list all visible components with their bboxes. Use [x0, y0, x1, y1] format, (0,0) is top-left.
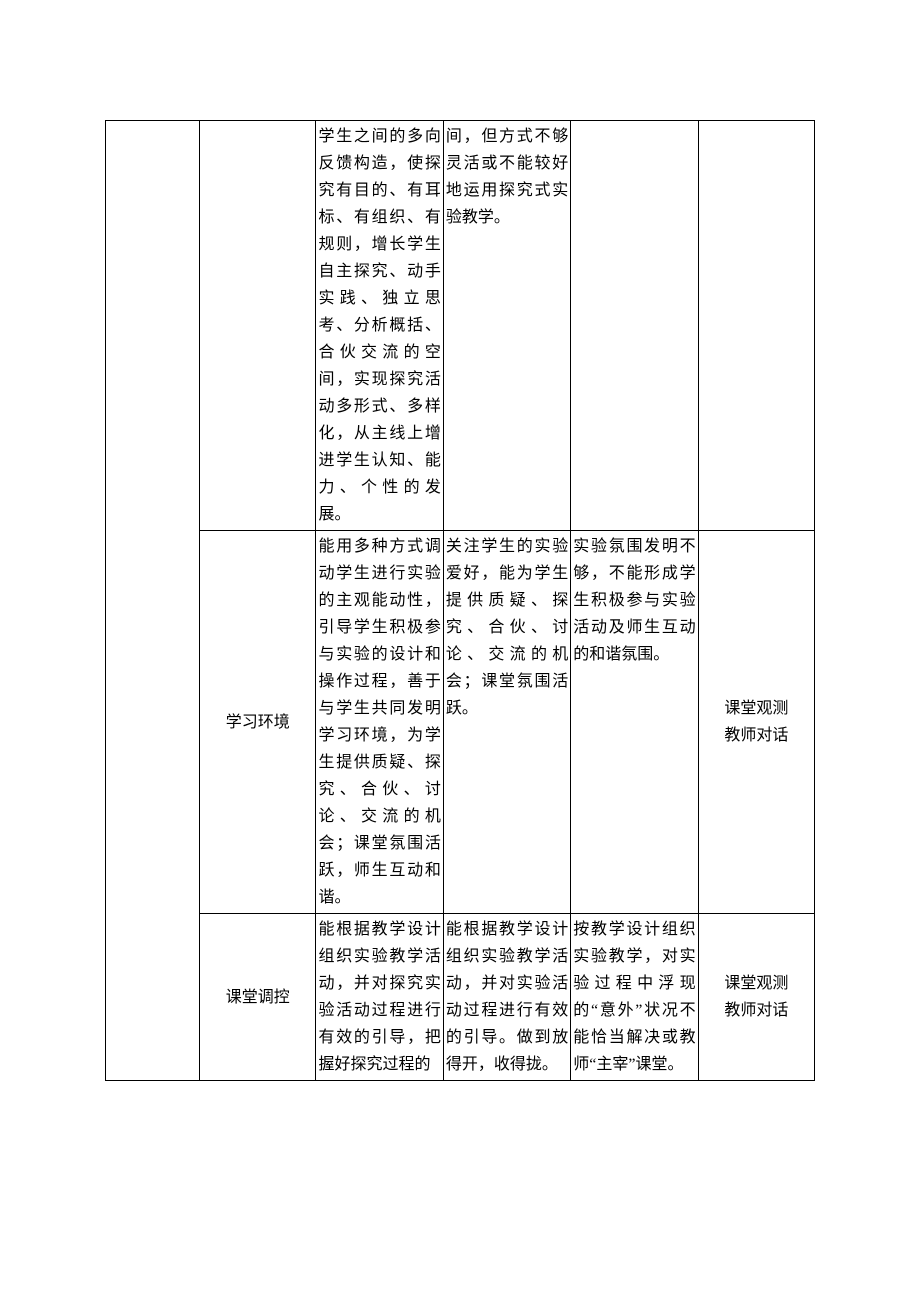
- cell-item: 课堂调控: [200, 914, 316, 1081]
- cell-level-c: 实验氛围发明不够，不能形成学生积极参与实验活动及师生互动的和谐氛围。: [571, 531, 698, 914]
- cell-method: 课堂观测教师对话: [698, 914, 814, 1081]
- evaluation-table: 学生之间的多向反馈构造，使探究有目的、有耳标、有组织、有规则，增长学生自主探究、…: [105, 120, 815, 1081]
- cell-item: 学习环境: [200, 531, 316, 914]
- cell-level-b: 间，但方式不够灵活或不能较好地运用探究式实验教学。: [443, 121, 570, 531]
- cell-method: [698, 121, 814, 531]
- cell-level-c: 按教学设计组织实验教学，对实验过程中浮现的“意外”状况不能恰当解决或教师“主宰”…: [571, 914, 698, 1081]
- cell-item: [200, 121, 316, 531]
- table-row: 课堂调控 能根据教学设计组织实验教学活动，并对探究实验活动过程进行有效的引导，把…: [106, 914, 815, 1081]
- cell-category: [106, 121, 200, 1081]
- cell-level-b: 关注学生的实验爱好，能为学生提供质疑、探究、合伙、讨论、交流的机会；课堂氛围活跃…: [443, 531, 570, 914]
- cell-method: 课堂观测教师对话: [698, 531, 814, 914]
- document-page: 学生之间的多向反馈构造，使探究有目的、有耳标、有组织、有规则，增长学生自主探究、…: [0, 0, 920, 1141]
- table-row: 学习环境 能用多种方式调动学生进行实验的主观能动性，引导学生积极参与实验的设计和…: [106, 531, 815, 914]
- cell-level-c: [571, 121, 698, 531]
- table-row: 学生之间的多向反馈构造，使探究有目的、有耳标、有组织、有规则，增长学生自主探究、…: [106, 121, 815, 531]
- cell-level-a: 能根据教学设计组织实验教学活动，并对探究实验活动过程进行有效的引导，把握好探究过…: [316, 914, 443, 1081]
- cell-level-a: 能用多种方式调动学生进行实验的主观能动性，引导学生积极参与实验的设计和操作过程，…: [316, 531, 443, 914]
- cell-level-b: 能根据教学设计组织实验教学活动，并对实验活动过程进行有效的引导。做到放得开，收得…: [443, 914, 570, 1081]
- cell-level-a: 学生之间的多向反馈构造，使探究有目的、有耳标、有组织、有规则，增长学生自主探究、…: [316, 121, 443, 531]
